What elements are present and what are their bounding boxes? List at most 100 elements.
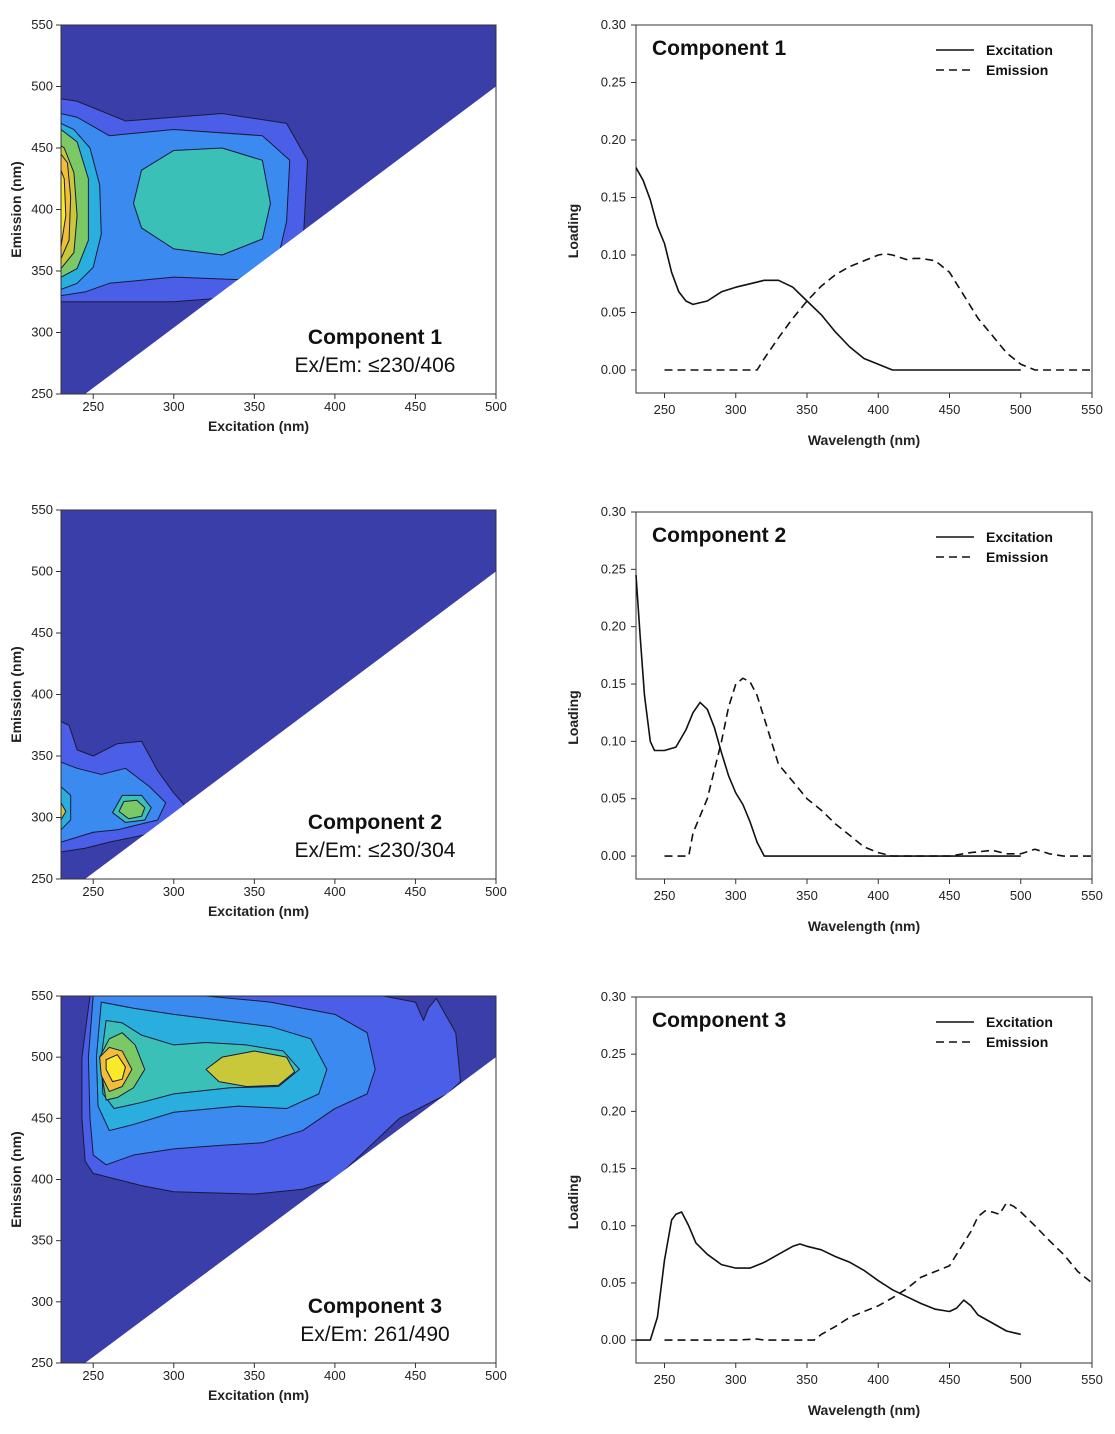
x-tick-label: 300 (163, 1368, 185, 1383)
y-tick-label: 250 (31, 386, 53, 401)
y-tick-label: 0.30 (601, 989, 626, 1004)
x-tick-label: 250 (82, 884, 104, 899)
y-tick-label: 0.20 (601, 619, 626, 634)
x-tick-label: 550 (1081, 402, 1103, 417)
x-tick-label: 450 (405, 399, 427, 414)
y-tick-label: 0.15 (601, 1161, 626, 1176)
x-tick-label: 500 (485, 884, 507, 899)
series-excitation-line (635, 167, 1021, 371)
x-tick-label: 400 (324, 399, 346, 414)
y-tick-label: 450 (31, 1110, 53, 1125)
y-tick-label: 400 (31, 202, 53, 217)
legend-label-excitation: Excitation (986, 529, 1053, 545)
x-tick-label: 450 (405, 884, 427, 899)
series-emission-line (664, 253, 1092, 371)
legend-label-emission: Emission (986, 62, 1048, 78)
peak-label: Ex/Em: ≤230/406 (295, 354, 456, 377)
x-tick-label: 400 (867, 888, 889, 903)
x-tick-label: 350 (243, 884, 265, 899)
x-tick-label: 400 (324, 884, 346, 899)
peak-label: Ex/Em: 261/490 (300, 1323, 449, 1346)
y-tick-label: 450 (31, 625, 53, 640)
x-axis-label: Wavelength (nm) (808, 432, 920, 448)
x-tick-label: 450 (405, 1368, 427, 1383)
y-axis-label: Emission (nm) (8, 161, 24, 257)
y-tick-label: 300 (31, 1294, 53, 1309)
y-tick-label: 550 (31, 502, 53, 517)
x-tick-label: 550 (1081, 1372, 1103, 1387)
y-axis-label: Loading (565, 1175, 581, 1229)
y-tick-label: 0.15 (601, 190, 626, 205)
y-axis-label: Emission (nm) (8, 1131, 24, 1227)
x-tick-label: 350 (243, 1368, 265, 1383)
x-axis-label: Wavelength (nm) (808, 918, 920, 934)
y-tick-label: 350 (31, 1233, 53, 1248)
x-axis-label: Excitation (nm) (208, 418, 309, 434)
y-tick-label: 0.00 (601, 362, 626, 377)
x-tick-label: 450 (939, 1372, 961, 1387)
x-tick-label: 350 (796, 402, 818, 417)
peak-label: Ex/Em: ≤230/304 (295, 839, 456, 862)
x-tick-label: 500 (1010, 1372, 1032, 1387)
component-title: Component 1 (652, 37, 786, 60)
component-title: Component 3 (308, 1295, 442, 1318)
y-tick-label: 0.30 (601, 17, 626, 32)
y-tick-label: 0.15 (601, 676, 626, 691)
contour-level (61, 802, 67, 821)
eem-panel-2: 250 300 350 400 450 500 250 300 350 400 450 500 550 E… (8, 502, 507, 919)
loadings-panel-2: 250 300 350 400 450 500 550 0.00 0.05 0.10 0.15 0.2… (565, 504, 1103, 934)
y-tick-label: 250 (31, 871, 53, 886)
y-tick-label: 500 (31, 564, 53, 579)
y-tick-label: 250 (31, 1355, 53, 1370)
component-title: Component 2 (308, 811, 442, 834)
contour-level (61, 786, 72, 831)
y-tick-label: 450 (31, 140, 53, 155)
contour-level (61, 761, 167, 843)
series-excitation-line (635, 575, 1021, 857)
y-tick-label: 0.20 (601, 132, 626, 147)
y-tick-label: 300 (31, 325, 53, 340)
contour-level (205, 1050, 296, 1088)
y-tick-label: 0.05 (601, 1275, 626, 1290)
y-axis-label: Emission (nm) (8, 646, 24, 742)
x-tick-label: 350 (796, 888, 818, 903)
y-tick-label: 0.00 (601, 1332, 626, 1347)
x-tick-label: 250 (654, 1372, 676, 1387)
legend-label-emission: Emission (986, 549, 1048, 565)
y-tick-label: 0.25 (601, 1046, 626, 1061)
x-tick-label: 300 (163, 399, 185, 414)
y-tick-label: 0.10 (601, 733, 626, 748)
x-tick-label: 250 (654, 402, 676, 417)
y-axis-label: Loading (565, 204, 581, 258)
x-tick-label: 300 (725, 888, 747, 903)
plot-frame (635, 996, 1093, 1364)
legend-label-emission: Emission (986, 1034, 1048, 1050)
contour-group (61, 25, 496, 394)
y-tick-label: 350 (31, 263, 53, 278)
x-tick-label: 250 (82, 399, 104, 414)
component-title: Component 1 (308, 326, 442, 349)
contour-level (61, 169, 67, 247)
y-tick-label: 0.25 (601, 561, 626, 576)
x-tick-label: 400 (324, 1368, 346, 1383)
y-tick-label: 550 (31, 17, 53, 32)
y-tick-label: 0.10 (601, 247, 626, 262)
y-tick-label: 0.05 (601, 791, 626, 806)
x-tick-label: 400 (867, 402, 889, 417)
x-axis-label: Wavelength (nm) (808, 1402, 920, 1418)
x-tick-label: 450 (939, 888, 961, 903)
x-tick-label: 350 (796, 1372, 818, 1387)
series-excitation-line (636, 1211, 1021, 1341)
series-emission-line (664, 677, 1092, 857)
x-tick-label: 250 (654, 888, 676, 903)
contour-level (105, 1054, 126, 1083)
component-title: Component 3 (652, 1009, 786, 1032)
eem-panel-1: 250 300 350 400 450 500 250 300 350 400 450 500 550 E… (8, 17, 507, 434)
x-tick-label: 450 (939, 402, 961, 417)
loadings-panel-1: 250 300 350 400 450 500 550 0.00 0.05 0.10 0.15 0.2… (565, 17, 1103, 448)
x-tick-label: 500 (485, 1368, 507, 1383)
y-tick-label: 0.10 (601, 1218, 626, 1233)
y-tick-label: 0.30 (601, 504, 626, 519)
plot-frame (635, 511, 1093, 880)
component-title: Component 2 (652, 524, 786, 547)
